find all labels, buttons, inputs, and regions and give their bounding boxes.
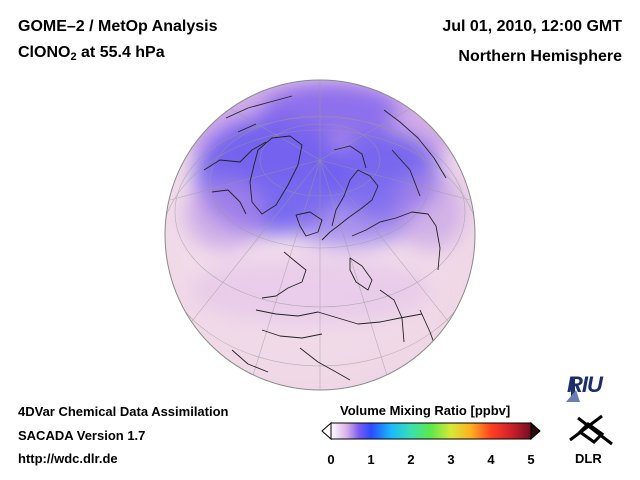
map-title: GOME–2 / MetOp Analysis — [18, 18, 218, 35]
graticule — [165, 80, 475, 390]
footer-version: SACADA Version 1.7 — [18, 428, 146, 443]
colorbar-max-arrow — [530, 421, 541, 441]
colorbar-min-arrow — [321, 421, 332, 441]
footer-method: 4DVar Chemical Data Assimilation — [18, 404, 229, 419]
date-label: Jul 01, 2010, 12:00 GMT — [442, 18, 622, 35]
map-subtitle: ClONO2 at 55.4 hPa — [18, 44, 165, 63]
coastlines — [203, 95, 447, 381]
riu-logo-mark — [566, 377, 580, 402]
region-label: Northern Hemisphere — [458, 48, 622, 65]
colorbar-title: Volume Mixing Ratio [ppbv] — [340, 403, 511, 418]
colorbar-tick-label: 3 — [447, 452, 455, 467]
footer-url: http://wdc.dlr.de — [18, 451, 118, 466]
vmr-field — [180, 80, 465, 325]
riu-logo: RIU — [567, 372, 603, 397]
colorbar-tick-label: 1 — [367, 452, 375, 467]
globe-outline — [164, 79, 476, 391]
colorbar-tick-label: 5 — [527, 452, 535, 467]
colorbar-gradient — [330, 422, 532, 440]
dlr-logo-mark — [569, 414, 613, 446]
dlr-logo: DLR — [575, 451, 602, 466]
colorbar — [321, 421, 541, 441]
colorbar-tick-label: 4 — [487, 452, 495, 467]
colorbar-tick-label: 2 — [407, 452, 415, 467]
colorbar-tick-label: 0 — [327, 452, 335, 467]
